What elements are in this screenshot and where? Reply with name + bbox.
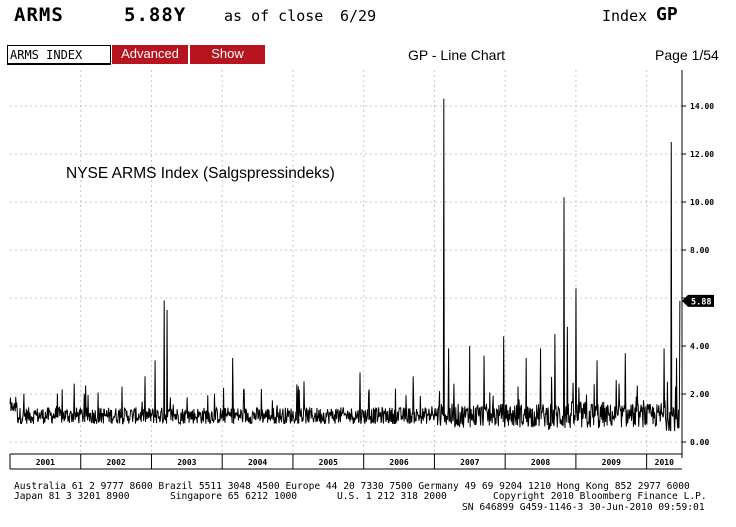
y-tick-label: 8.00	[690, 246, 709, 255]
footer-serial: SN 646899 G459-1146-3 30-Jun-2010 09:59:…	[462, 502, 705, 513]
x-tick-label: 2004	[248, 458, 267, 467]
chart-type-label: GP - Line Chart	[408, 47, 506, 63]
x-tick-label: 2003	[177, 458, 196, 467]
header: ARMS 5.88Y as of close 6/29 Index GP	[0, 0, 736, 34]
chart-series	[9, 98, 681, 432]
x-tick-label: 2001	[36, 458, 55, 467]
show-button[interactable]: Show	[190, 45, 266, 64]
x-tick-label: 2010	[655, 458, 674, 467]
function-code: GP	[656, 4, 678, 25]
advanced-button[interactable]: Advanced	[112, 45, 189, 64]
security-input[interactable]	[7, 45, 111, 65]
y-tick-label: 0.00	[690, 438, 709, 447]
x-tick-label: 2009	[602, 458, 621, 467]
ticker-symbol: ARMS	[14, 4, 64, 26]
chart-axis: 0.002.004.006.008.0010.0012.0014.0020012…	[9, 70, 714, 470]
y-tick-label: 12.00	[690, 150, 714, 159]
last-value-tag	[682, 294, 714, 307]
footer-contacts-us: U.S. 1 212 318 2000	[337, 491, 447, 502]
x-tick-label: 2008	[531, 458, 550, 467]
footer-copyright: Copyright 2010 Bloomberg Finance L.P.	[493, 491, 707, 502]
y-tick-label: 4.00	[690, 342, 709, 351]
series-line	[9, 98, 681, 432]
toolbar: Advanced Show GP - Line Chart Page 1/54	[0, 44, 736, 66]
footer-contacts-singapore: Singapore 65 6212 1000	[170, 491, 298, 502]
y-tick-label: 2.00	[690, 390, 709, 399]
x-tick-label: 2002	[106, 458, 125, 467]
x-tick-label: 2005	[319, 458, 338, 467]
line-chart: 0.002.004.006.008.0010.0012.0014.0020012…	[9, 70, 714, 470]
chart-grid	[10, 70, 682, 454]
index-label: Index	[602, 7, 648, 25]
footer-contacts-japan: Japan 81 3 3201 8900	[14, 491, 130, 502]
as-of-label: as of close	[224, 7, 324, 25]
last-value: 5.88Y	[124, 4, 187, 26]
last-value-tag-label: 5.88	[691, 297, 711, 307]
page-indicator: Page 1/54	[655, 47, 719, 63]
y-tick-label: 10.00	[690, 198, 714, 207]
x-tick-label: 2006	[389, 458, 408, 467]
x-tick-label: 2007	[460, 458, 479, 467]
chart-title: NYSE ARMS Index (Salgspressindeks)	[66, 165, 335, 182]
footer: Australia 61 2 9777 8600 Brazil 5511 304…	[0, 480, 736, 527]
footer-contacts-line1: Australia 61 2 9777 8600 Brazil 5511 304…	[14, 481, 690, 492]
as-of-date: 6/29	[340, 7, 377, 25]
y-tick-label: 14.00	[690, 102, 714, 111]
